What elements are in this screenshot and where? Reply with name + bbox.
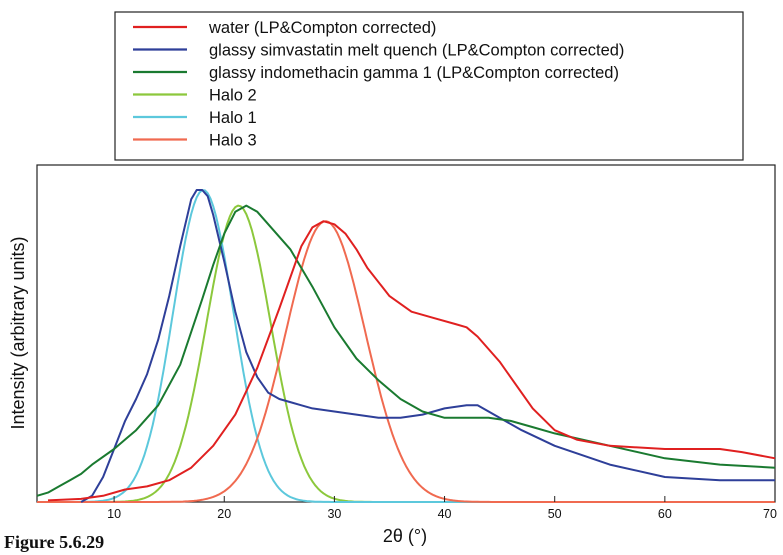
x-tick-label: 60 <box>658 507 672 521</box>
legend-label: Halo 3 <box>209 132 257 150</box>
x-tick-label: 70 <box>763 507 777 521</box>
series-line-glassy-simvastatin-melt-quench-lp-compton-corrected <box>80 189 775 503</box>
x-tick-label: 20 <box>217 507 231 521</box>
figure-caption: Figure 5.6.29 <box>4 532 104 552</box>
legend-label: glassy simvastatin melt quench (LP&Compt… <box>209 42 624 60</box>
x-tick-label: 50 <box>548 507 562 521</box>
legend-box <box>114 11 744 161</box>
x-axis-label: 2θ (°) <box>383 526 427 546</box>
series-line-water-lp-compton-corrected <box>47 220 776 502</box>
legend-label: Halo 2 <box>209 87 257 105</box>
legend-label: glassy indomethacin gamma 1 (LP&Compton … <box>209 64 619 82</box>
series-line-halo-3 <box>37 220 775 503</box>
x-axis: 10 20 30 40 50 60 70 <box>107 496 777 521</box>
x-tick-label: 40 <box>438 507 452 521</box>
series-layer <box>36 189 776 503</box>
plot-frame <box>36 164 776 503</box>
legend-entries: water (LP&Compton corrected) glassy simva… <box>133 19 624 150</box>
x-tick-label: 10 <box>107 507 121 521</box>
x-tick-label: 30 <box>327 507 341 521</box>
legend: water (LP&Compton corrected) glassy simva… <box>114 11 744 161</box>
series-line-glassy-indomethacin-gamma-1-lp-compton-corrected <box>36 204 776 497</box>
legend-label: water (LP&Compton corrected) <box>208 19 436 37</box>
y-axis-label: Intensity (arbitrary units) <box>8 236 28 429</box>
series-line-halo-1 <box>37 189 775 503</box>
legend-label: Halo 1 <box>209 109 257 127</box>
